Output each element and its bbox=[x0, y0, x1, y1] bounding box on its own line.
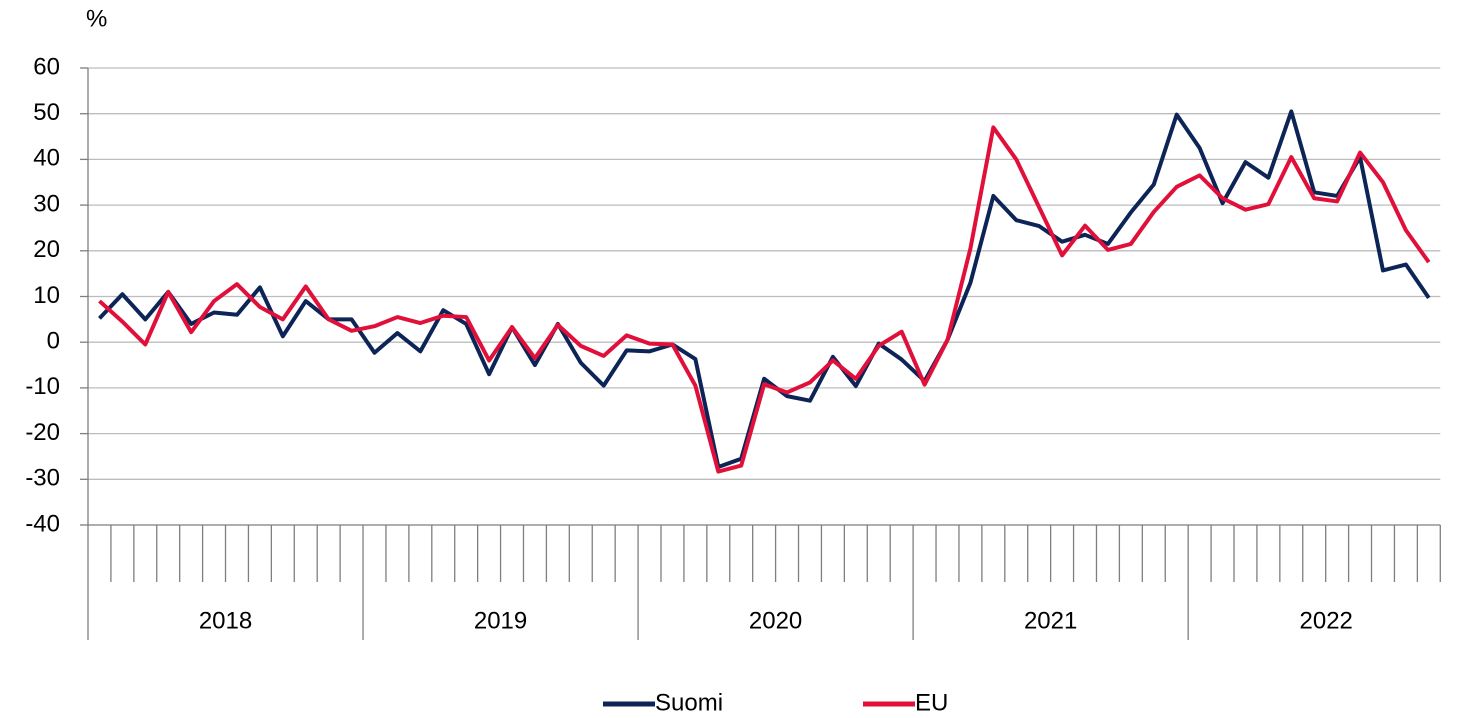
y-tick-label: 40 bbox=[33, 145, 60, 172]
legend-label: Suomi bbox=[655, 689, 723, 716]
y-tick-label: 10 bbox=[33, 282, 60, 309]
y-tick-label: 20 bbox=[33, 236, 60, 263]
y-tick-label: -20 bbox=[25, 419, 60, 446]
y-tick-label: -30 bbox=[25, 465, 60, 492]
y-tick-label: 30 bbox=[33, 190, 60, 217]
y-unit-label: % bbox=[86, 5, 107, 32]
year-label: 2020 bbox=[749, 607, 802, 634]
y-tick-label: 0 bbox=[47, 328, 60, 355]
y-tick-label: 60 bbox=[33, 53, 60, 80]
year-label: 2021 bbox=[1024, 607, 1077, 634]
y-tick-label: -40 bbox=[25, 510, 60, 537]
year-label: 2019 bbox=[474, 607, 527, 634]
y-tick-label: 50 bbox=[33, 99, 60, 126]
y-tick-label: -10 bbox=[25, 373, 60, 400]
year-label: 2018 bbox=[199, 607, 252, 634]
year-label: 2022 bbox=[1300, 607, 1353, 634]
series-line bbox=[98, 125, 1431, 474]
series-line bbox=[98, 109, 1431, 469]
legend-label: EU bbox=[915, 689, 948, 716]
